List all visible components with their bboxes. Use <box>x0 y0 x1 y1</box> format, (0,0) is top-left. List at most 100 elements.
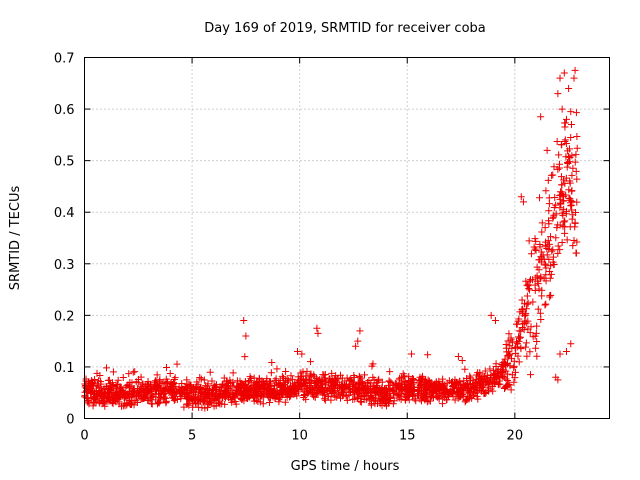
data-point <box>366 397 374 405</box>
data-point <box>555 164 563 172</box>
data-point <box>92 394 100 402</box>
data-point <box>184 400 192 408</box>
data-point <box>505 330 513 338</box>
data-point <box>536 241 544 249</box>
y-tick-label: 0.5 <box>54 155 75 170</box>
data-point <box>525 237 533 245</box>
data-point <box>536 309 544 317</box>
data-point <box>263 375 271 383</box>
data-point <box>550 163 558 171</box>
data-point <box>116 383 124 391</box>
data-point <box>468 394 476 402</box>
data-point <box>227 386 235 394</box>
data-point <box>462 397 470 405</box>
data-point <box>225 382 233 390</box>
data-point <box>562 139 570 147</box>
data-point <box>384 389 392 397</box>
data-point <box>537 113 545 121</box>
data-point <box>542 264 550 272</box>
data-point <box>95 383 103 391</box>
data-point <box>519 198 527 206</box>
data-point <box>352 342 360 350</box>
data-point <box>562 347 570 355</box>
data-point <box>573 132 581 140</box>
data-point <box>560 69 568 77</box>
data-point <box>311 386 319 394</box>
data-point <box>567 134 575 142</box>
data-point <box>383 402 391 410</box>
data-point <box>412 397 420 405</box>
data-point <box>476 385 484 393</box>
data-point <box>216 383 224 391</box>
data-point <box>520 319 528 327</box>
data-point <box>496 368 504 376</box>
y-tick-label: 0.3 <box>54 258 75 273</box>
data-point <box>518 296 526 304</box>
data-point <box>538 292 546 300</box>
data-point <box>219 394 227 402</box>
data-point <box>297 381 305 389</box>
data-point <box>484 384 492 392</box>
data-point <box>89 402 97 410</box>
data-point <box>557 200 565 208</box>
data-point <box>328 369 336 377</box>
data-point <box>565 158 573 166</box>
data-point <box>409 392 417 400</box>
data-point <box>547 291 555 299</box>
data-point <box>568 187 576 195</box>
data-point <box>196 392 204 400</box>
data-point <box>511 344 519 352</box>
data-point <box>531 235 539 243</box>
data-point <box>102 364 110 372</box>
data-point <box>524 299 532 307</box>
data-point <box>492 363 500 371</box>
data-point <box>281 385 289 393</box>
data-point <box>409 386 417 394</box>
data-point <box>82 377 90 385</box>
data-point <box>361 371 369 379</box>
data-point <box>354 337 362 345</box>
data-point <box>177 393 185 401</box>
data-point <box>572 109 580 117</box>
data-point <box>117 387 125 395</box>
data-point <box>554 242 562 250</box>
grid-lines <box>84 57 610 419</box>
data-point <box>535 285 543 293</box>
data-point <box>554 376 562 384</box>
data-point <box>356 327 364 335</box>
data-point <box>250 374 258 382</box>
data-point <box>233 377 241 385</box>
data-point <box>479 382 487 390</box>
data-point <box>535 256 543 264</box>
x-tick-label: 15 <box>399 429 416 444</box>
data-point <box>278 372 286 380</box>
data-point <box>217 390 225 398</box>
data-point <box>205 388 213 396</box>
data-point <box>266 385 274 393</box>
data-point <box>527 250 535 258</box>
data-point <box>565 152 573 160</box>
data-point <box>522 339 530 347</box>
data-point <box>343 396 351 404</box>
data-point <box>241 353 249 361</box>
data-point <box>533 338 541 346</box>
data-point <box>561 223 569 231</box>
data-point <box>517 345 525 353</box>
data-point <box>563 236 571 244</box>
data-point <box>506 342 514 350</box>
data-point <box>429 387 437 395</box>
data-point <box>229 369 237 377</box>
data-point <box>271 395 279 403</box>
data-point <box>466 388 474 396</box>
data-point <box>474 395 482 403</box>
data-point <box>160 384 168 392</box>
data-point <box>109 368 117 376</box>
data-point <box>552 210 560 218</box>
data-point <box>428 379 436 387</box>
data-point <box>336 371 344 379</box>
data-point <box>513 320 521 328</box>
data-point <box>526 329 534 337</box>
data-point <box>289 375 297 383</box>
data-point <box>562 174 570 182</box>
data-point <box>243 389 251 397</box>
